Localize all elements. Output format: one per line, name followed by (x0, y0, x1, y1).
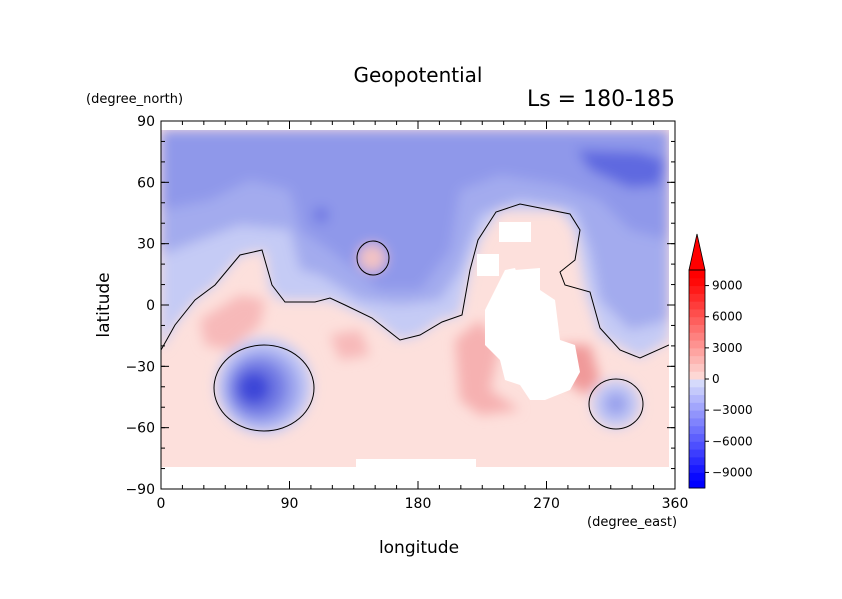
y-tick-label: 90 (137, 114, 155, 130)
colorbar-segment (689, 402, 705, 411)
colorbar-segment (689, 277, 705, 287)
colorbar-segment (689, 386, 705, 396)
colorbar-label: 6000 (712, 310, 743, 324)
field-layer (161, 130, 669, 467)
y-unit-label: (degree_north) (86, 92, 183, 107)
colorbar-label: 9000 (712, 279, 743, 293)
colorbar-segment (689, 472, 705, 481)
x-tick-label: 180 (405, 496, 432, 512)
x-tick-label: 270 (533, 496, 560, 512)
x-tick-label: 0 (157, 496, 166, 512)
y-axis: 90 60 30 0 −30 −60 −90 (125, 114, 675, 498)
colorbar-label: 0 (712, 372, 720, 386)
y-axis-label: latitude (94, 272, 114, 337)
colorbar-segment (689, 301, 705, 310)
field-shading (161, 130, 669, 434)
missing-data (356, 222, 580, 467)
colorbar-label: −3000 (712, 403, 753, 417)
colorbar: 9000 6000 3000 0 −3000 −6000 −9000 (688, 233, 753, 489)
colorbar-segment (689, 441, 705, 450)
x-unit-label: (degree_east) (587, 515, 677, 530)
colorbar-segment (689, 363, 705, 372)
colorbar-segment (689, 332, 705, 341)
x-tick-label: 90 (281, 496, 299, 512)
chart-title: Geopotential (353, 63, 482, 87)
y-tick-label: 60 (137, 175, 155, 191)
colorbar-segment (689, 347, 705, 357)
colorbar-segment (689, 464, 705, 473)
colorbar-label: 3000 (712, 341, 743, 355)
y-tick-label: 0 (146, 298, 155, 314)
colorbar-segment (689, 285, 705, 294)
y-tick-label: 30 (137, 237, 155, 253)
chart-subtitle: Ls = 180-185 (527, 87, 675, 112)
x-axis-label: longitude (379, 538, 459, 558)
zero-contour (161, 203, 669, 432)
colorbar-segment (689, 449, 705, 458)
colorbar-segment (689, 433, 705, 442)
colorbar-segment (689, 371, 705, 380)
colorbar-segment (689, 324, 705, 333)
colorbar-segment (689, 417, 705, 427)
y-tick-label: −60 (125, 421, 155, 437)
colorbar-segment (689, 480, 705, 489)
colorbar-segment (689, 355, 705, 364)
colorbar-segment (689, 456, 705, 466)
colorbar-segment (689, 425, 705, 434)
colorbar-segment (689, 340, 705, 349)
colorbar-segment (689, 308, 705, 318)
colorbar-label: −9000 (712, 465, 753, 479)
x-axis: 0 90 180 270 360 (157, 121, 689, 512)
x-tick-label: 360 (662, 496, 689, 512)
colorbar-segment (689, 410, 705, 419)
colorbar-segment (689, 394, 705, 403)
colorbar-segment (689, 270, 705, 279)
y-tick-label: −90 (125, 482, 155, 498)
colorbar-segment (689, 379, 705, 388)
colorbar-extend-max (688, 233, 706, 271)
colorbar-label: −6000 (712, 434, 753, 448)
colorbar-segment (689, 293, 705, 302)
y-tick-label: −30 (125, 359, 155, 375)
colorbar-segment (689, 316, 705, 325)
